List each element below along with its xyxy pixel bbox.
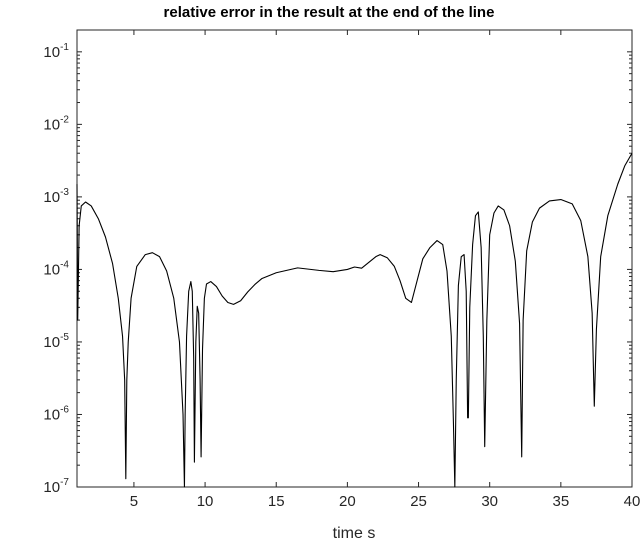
series-line-0 [76,152,633,488]
x-tick-label: 30 [481,493,498,510]
x-tick-label: 5 [130,493,138,510]
x-tick-label: 35 [553,493,570,510]
x-tick-label: 25 [410,493,427,510]
y-tick-label: 10-5 [43,332,69,351]
x-tick-label: 20 [339,493,356,510]
x-tick-label: 10 [197,493,214,510]
chart-title: relative error in the result at the end … [164,4,495,21]
y-tick-label: 10-6 [43,404,69,423]
y-tick-label: 10-7 [43,477,69,496]
x-axis-label: time s [333,525,376,542]
y-axis-ticks: 10-7 10-6 10-5 10-4 10-3 10-2 10-1 [43,42,632,496]
y-tick-label: 10-1 [43,42,69,61]
x-tick-label: 40 [624,493,641,510]
series-group [76,152,633,488]
x-axis-ticks: 5 10 15 20 25 30 35 40 [130,30,641,510]
x-tick-label: 15 [268,493,285,510]
y-tick-label: 10-3 [43,187,69,206]
y-tick-label: 10-4 [43,259,69,278]
y-tick-label: 10-2 [43,114,69,133]
